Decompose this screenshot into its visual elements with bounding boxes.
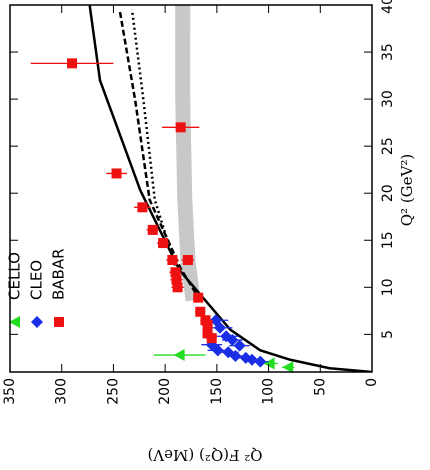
- legend-marker: [31, 316, 43, 328]
- plot-layer: [9, 5, 372, 374]
- y-tick-label: 50: [312, 378, 328, 396]
- x-tick-label: 35: [380, 43, 396, 61]
- y-tick-label: 200: [157, 378, 173, 405]
- legend-label: BABAR: [50, 248, 68, 300]
- data-point: [171, 274, 182, 285]
- data-point: [173, 349, 185, 362]
- theory-curve: [88, 5, 372, 372]
- x-tick-label: 15: [380, 231, 396, 249]
- data-point: [67, 58, 78, 69]
- data-point: [213, 321, 226, 334]
- x-axis-title: Q² (GeV²): [398, 154, 416, 227]
- data-point: [233, 339, 246, 352]
- data-point: [175, 122, 186, 133]
- x-tick-label: 25: [380, 137, 396, 155]
- plot-frame: [9, 4, 373, 373]
- legend-marker: [54, 317, 64, 327]
- data-point: [229, 350, 242, 363]
- y-tick-label: 350: [2, 378, 18, 405]
- curves: [88, 5, 372, 372]
- data-point: [137, 202, 148, 213]
- data-point: [211, 344, 224, 357]
- y-axis-title: Q² F(Q²) (MeV): [147, 446, 262, 464]
- data-point: [111, 168, 122, 179]
- data-point: [282, 361, 294, 374]
- data-point: [193, 292, 204, 303]
- legend-label: CLEO: [28, 260, 46, 300]
- data-point: [158, 238, 169, 249]
- data-point: [263, 357, 275, 370]
- x-tick-label: 30: [380, 90, 396, 108]
- data-point: [254, 355, 267, 368]
- x-tick-label: 40: [380, 0, 396, 14]
- y-tick-label: 300: [54, 378, 70, 405]
- x-tick-label: 20: [380, 184, 396, 202]
- y-tick-label: 250: [105, 378, 121, 405]
- y-tick-label: 150: [209, 378, 225, 405]
- x-tick-label: 10: [380, 278, 396, 296]
- y-tick-label: 100: [261, 378, 277, 405]
- data-point: [182, 255, 193, 266]
- theory-curve: [118, 9, 202, 302]
- data-point: [147, 224, 158, 235]
- legend-label: CELLO: [6, 252, 24, 300]
- data-point: [202, 319, 213, 330]
- theory-band: [175, 5, 201, 302]
- data-point: [206, 333, 217, 344]
- data-point: [195, 306, 206, 317]
- data-point: [172, 282, 183, 293]
- data-point: [167, 255, 178, 266]
- data-point: [170, 267, 181, 278]
- data-point: [226, 334, 239, 347]
- data-point: [246, 353, 259, 366]
- theory-curve: [130, 9, 181, 281]
- legend-marker: [9, 316, 20, 328]
- x-tick-label: 5: [380, 330, 396, 339]
- y-tick-label: 0: [364, 378, 380, 387]
